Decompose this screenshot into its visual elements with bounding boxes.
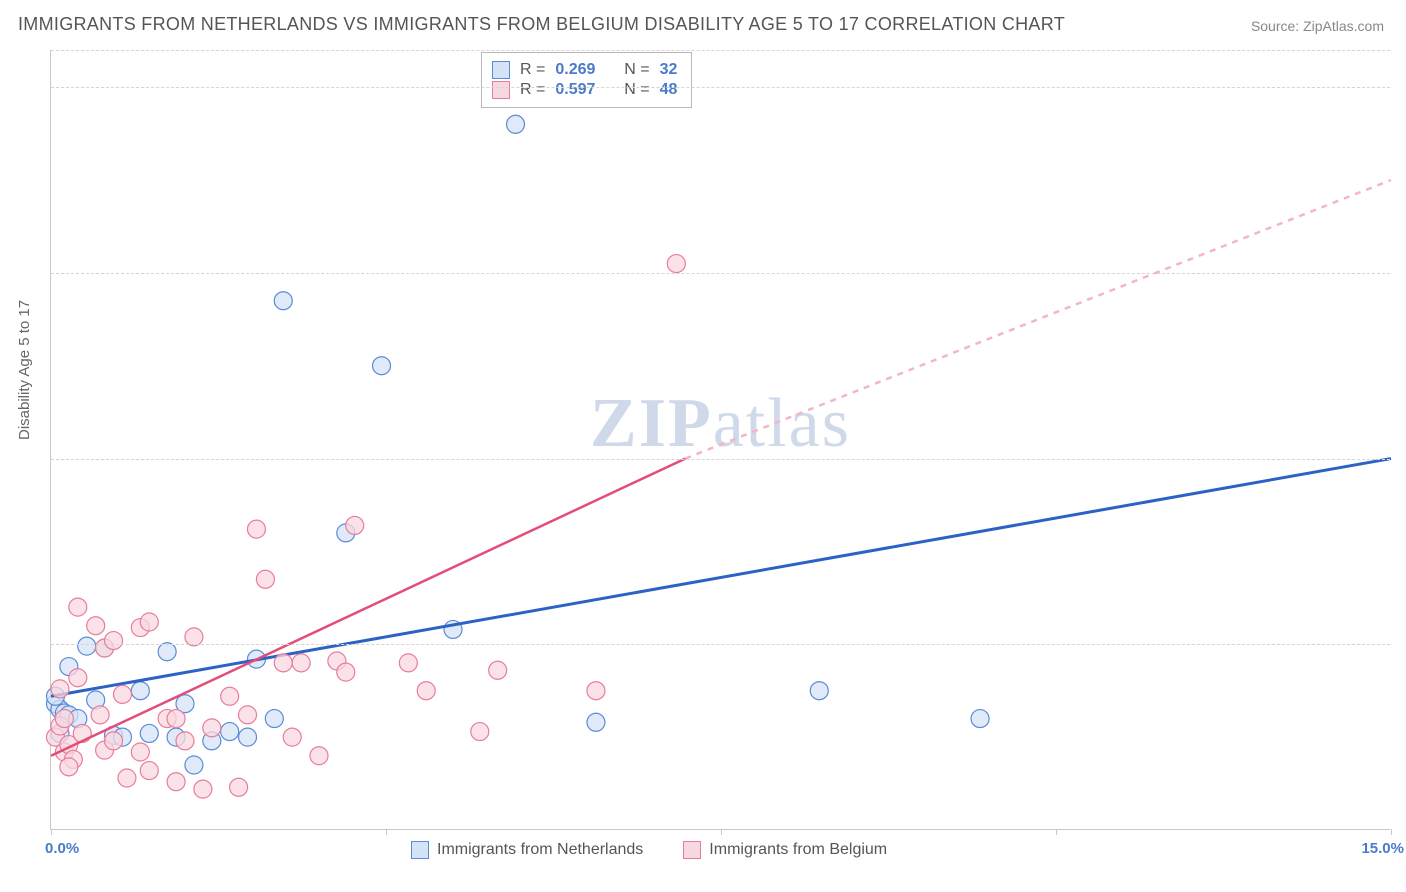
data-point <box>60 758 78 776</box>
data-point <box>176 732 194 750</box>
data-point <box>507 115 525 133</box>
data-point <box>337 663 355 681</box>
data-point <box>256 570 274 588</box>
legend-label-netherlands: Immigrants from Netherlands <box>437 841 643 859</box>
data-point <box>69 598 87 616</box>
data-point <box>417 682 435 700</box>
source-label: Source: ZipAtlas.com <box>1251 18 1384 34</box>
data-point <box>810 682 828 700</box>
label-r: R = <box>520 61 545 79</box>
n-belgium: 48 <box>660 81 678 99</box>
stat-row-netherlands: R = 0.269 N = 32 <box>492 61 677 79</box>
data-point <box>310 747 328 765</box>
data-point <box>274 654 292 672</box>
data-point <box>78 637 96 655</box>
data-point <box>158 643 176 661</box>
data-point <box>185 756 203 774</box>
data-point <box>239 706 257 724</box>
label-n: N = <box>624 61 649 79</box>
data-point <box>185 628 203 646</box>
data-point <box>167 773 185 791</box>
swatch-belgium-icon <box>492 81 510 99</box>
data-point <box>131 682 149 700</box>
data-point <box>69 669 87 687</box>
r-netherlands: 0.269 <box>555 61 595 79</box>
data-point <box>105 732 123 750</box>
stat-box: R = 0.269 N = 32 R = 0.597 N = 48 <box>481 52 692 108</box>
chart-title: IMMIGRANTS FROM NETHERLANDS VS IMMIGRANT… <box>18 14 1065 35</box>
data-point <box>265 710 283 728</box>
legend-label-belgium: Immigrants from Belgium <box>709 841 887 859</box>
data-point <box>113 685 131 703</box>
swatch-netherlands-icon <box>492 61 510 79</box>
data-point <box>587 682 605 700</box>
legend-bottom: Immigrants from Netherlands Immigrants f… <box>411 841 887 859</box>
gridline <box>51 273 1390 274</box>
data-point <box>471 723 489 741</box>
data-point <box>140 613 158 631</box>
x-tick <box>721 829 722 835</box>
data-point <box>489 661 507 679</box>
data-point <box>971 710 989 728</box>
data-point <box>239 728 257 746</box>
data-point <box>105 632 123 650</box>
data-point <box>118 769 136 787</box>
x-tick <box>1056 829 1057 835</box>
plot-area: ZIPatlas R = 0.269 N = 32 R = 0.597 N = … <box>50 50 1390 830</box>
data-point <box>667 255 685 273</box>
data-point <box>55 710 73 728</box>
data-point <box>373 357 391 375</box>
x-axis-label-right: 15.0% <box>1361 840 1404 857</box>
data-point <box>167 710 185 728</box>
gridline <box>51 459 1390 460</box>
gridline <box>51 87 1390 88</box>
chart-svg <box>51 50 1390 829</box>
swatch-netherlands-icon <box>411 841 429 859</box>
data-point <box>274 292 292 310</box>
r-belgium: 0.597 <box>555 81 595 99</box>
label-r: R = <box>520 81 545 99</box>
data-point <box>292 654 310 672</box>
data-point <box>91 706 109 724</box>
x-tick <box>1391 829 1392 835</box>
trend-line-extrapolated <box>685 180 1391 459</box>
x-tick <box>386 829 387 835</box>
data-point <box>247 520 265 538</box>
legend-item-netherlands: Immigrants from Netherlands <box>411 841 643 859</box>
data-point <box>194 780 212 798</box>
trend-line <box>51 459 685 756</box>
data-point <box>51 680 69 698</box>
data-point <box>230 778 248 796</box>
x-tick <box>51 829 52 835</box>
data-point <box>203 719 221 737</box>
stat-row-belgium: R = 0.597 N = 48 <box>492 81 677 99</box>
n-netherlands: 32 <box>660 61 678 79</box>
gridline <box>51 644 1390 645</box>
label-n: N = <box>624 81 649 99</box>
data-point <box>87 617 105 635</box>
data-point <box>346 516 364 534</box>
data-point <box>221 687 239 705</box>
data-point <box>283 728 301 746</box>
data-point <box>399 654 417 672</box>
data-point <box>140 724 158 742</box>
y-axis-title: Disability Age 5 to 17 <box>16 300 33 440</box>
swatch-belgium-icon <box>683 841 701 859</box>
data-point <box>140 762 158 780</box>
x-axis-label-left: 0.0% <box>45 840 79 857</box>
legend-item-belgium: Immigrants from Belgium <box>683 841 887 859</box>
data-point <box>587 713 605 731</box>
data-point <box>221 723 239 741</box>
data-point <box>131 743 149 761</box>
